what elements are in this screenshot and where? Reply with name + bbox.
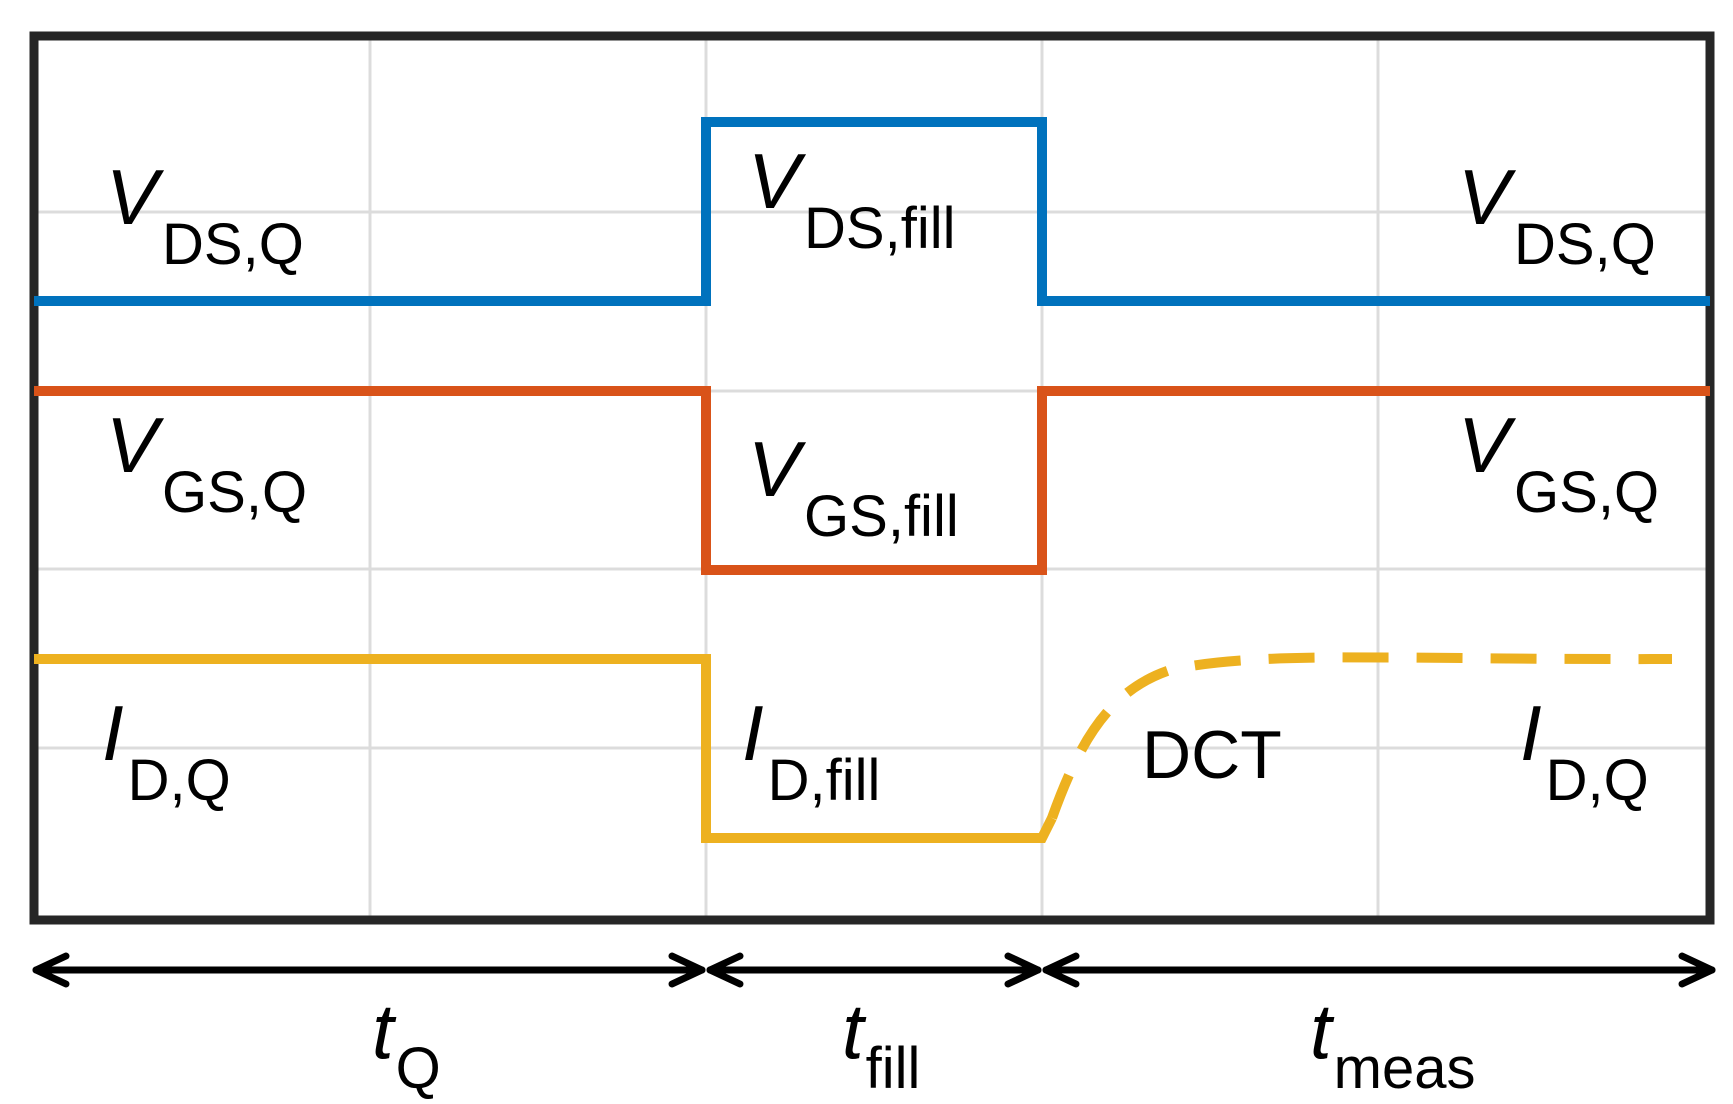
label-id-left: ID,Q bbox=[102, 689, 231, 813]
arrow-tmeas bbox=[1042, 952, 1716, 988]
label-vds-fill: VDS,fill bbox=[748, 137, 956, 261]
label-vgs-fill: VGS,fill bbox=[748, 425, 959, 549]
label-phase-tfill: tfill bbox=[842, 987, 920, 1101]
label-vgs-left: VGS,Q bbox=[106, 401, 307, 525]
label-dct: DCT bbox=[1142, 717, 1282, 793]
timing-arrows bbox=[32, 952, 1716, 988]
label-vgs-right: VGS,Q bbox=[1458, 401, 1659, 525]
label-phase-tmeas: tmeas bbox=[1310, 987, 1476, 1101]
label-vds-right: VDS,Q bbox=[1458, 153, 1656, 277]
arrow-tfill bbox=[706, 952, 1042, 988]
id-transient-dashed bbox=[1047, 652, 1673, 820]
plot-frame bbox=[29, 31, 1715, 925]
vgs-waveform bbox=[34, 386, 1710, 575]
label-id-fill: ID,fill bbox=[742, 689, 880, 813]
id-waveform bbox=[34, 654, 1057, 843]
arrow-tq bbox=[32, 952, 706, 988]
vds-waveform bbox=[34, 117, 1710, 306]
label-id-right: ID,Q bbox=[1520, 689, 1649, 813]
label-vds-left: VDS,Q bbox=[106, 153, 304, 277]
label-phase-tq: tQ bbox=[372, 987, 441, 1101]
